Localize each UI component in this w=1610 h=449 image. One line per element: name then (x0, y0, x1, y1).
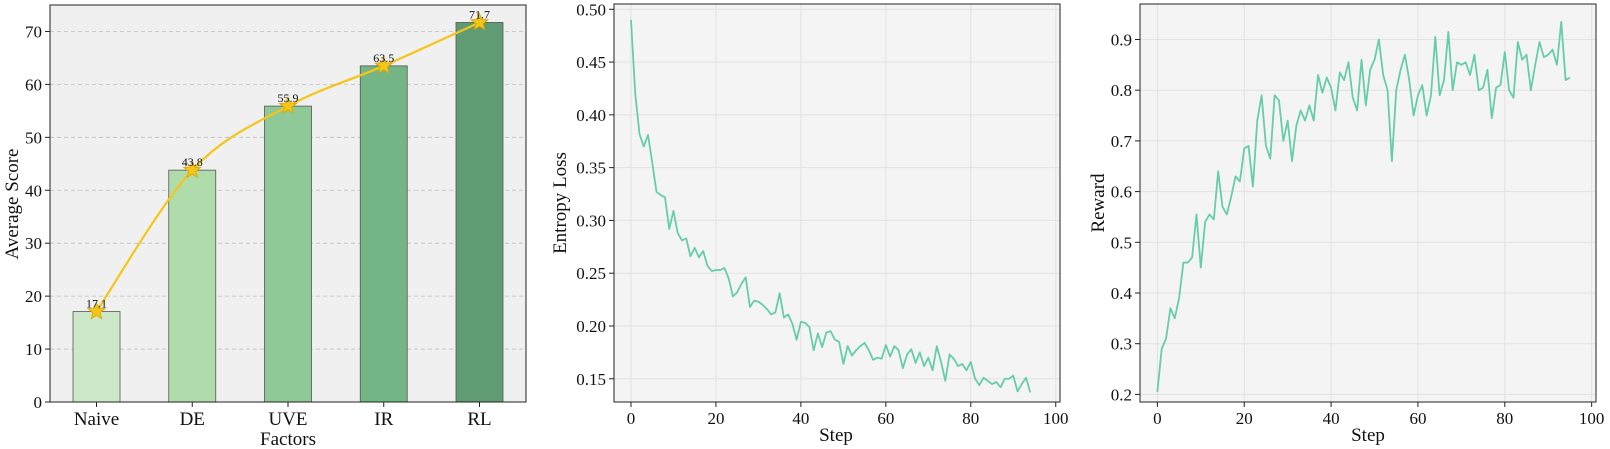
bar-chart-y-tick-label: 40 (25, 181, 42, 200)
entropy-loss-plot-area (613, 3, 1061, 403)
bar-data-label: 17.1 (86, 296, 107, 310)
trend-line (95, 21, 480, 313)
bar-chart-category-label: UVE (268, 409, 307, 430)
star-marker (374, 55, 394, 75)
bar-data-label: 71.7 (469, 7, 490, 21)
bar-chart-y-tick-label: 50 (25, 128, 42, 147)
reward-x-axis-label: Step (1351, 425, 1385, 446)
entropy-loss-frame (613, 3, 1061, 403)
reward-y-tick-label: 0.4 (1111, 284, 1133, 303)
bar-chart-category-label: DE (180, 409, 205, 430)
bar-chart-category-label: RL (467, 409, 491, 430)
bar-chart-y-axis-label: Average Score (2, 149, 23, 260)
bar-data-label: 55.9 (278, 91, 299, 105)
bar (359, 65, 408, 403)
reward-y-tick-label: 0.5 (1111, 233, 1132, 252)
entropy-loss-x-axis-label: Step (819, 425, 853, 446)
reward-y-tick-label: 0.3 (1111, 335, 1132, 354)
bar-chart-y-tick-label: 70 (25, 22, 42, 41)
entropy-loss-y-tick-label: 0.30 (576, 211, 606, 230)
star-marker (182, 160, 202, 179)
star-marker (469, 12, 490, 31)
bar-chart-category-label: IR (374, 409, 393, 430)
reward-series-line (1156, 20, 1571, 392)
bar (168, 169, 217, 403)
reward-y-tick-label: 0.7 (1111, 132, 1133, 151)
bar-chart-y-tick-label: 30 (25, 234, 42, 253)
reward-x-tick-label: 20 (1236, 409, 1253, 428)
reward-y-tick-label: 0.9 (1111, 30, 1132, 49)
entropy-loss-y-tick-label: 0.35 (576, 159, 606, 178)
bar-chart-frame (49, 4, 527, 403)
entropy-loss-y-tick-label: 0.40 (576, 106, 606, 125)
entropy-loss-y-tick-label: 0.45 (576, 53, 606, 72)
bar-chart-category-label: Naive (74, 409, 119, 430)
reward-x-tick-label: 100 (1579, 409, 1605, 428)
reward-x-tick-label: 0 (1153, 409, 1162, 428)
bar-chart-y-tick-label: 10 (25, 340, 42, 359)
reward-x-tick-label: 60 (1409, 409, 1426, 428)
entropy-loss-y-axis-label: Entropy Loss (550, 152, 571, 254)
reward-y-tick-label: 0.2 (1111, 385, 1132, 404)
entropy-loss-panel: Entropy Loss Step 0 20 40 60 80 100 0.15 0.20 0.… (550, 0, 1069, 446)
bar (264, 105, 312, 403)
entropy-loss-x-tick-label: 40 (792, 409, 809, 428)
entropy-loss-series-line (630, 19, 1032, 393)
bar-chart-y-tick-label: 60 (25, 75, 42, 94)
entropy-loss-y-tick-label: 0.25 (576, 264, 606, 283)
entropy-loss-x-tick-label: 60 (877, 409, 894, 428)
reward-panel: Reward Step 0 20 40 60 80 100 0.2 0.3 0.4 0.5 0.6 0… (1088, 3, 1605, 446)
entropy-loss-y-tick-label: 0.50 (576, 0, 606, 19)
reward-frame (1139, 3, 1597, 403)
bar-chart-y-tick-label: 0 (34, 393, 43, 412)
reward-y-tick-label: 0.8 (1111, 81, 1132, 100)
entropy-loss-y-tick-label: 0.20 (576, 317, 606, 336)
reward-x-tick-label: 40 (1323, 409, 1340, 428)
entropy-loss-x-tick-label: 20 (707, 409, 724, 428)
reward-x-tick-label: 80 (1496, 409, 1513, 428)
reward-y-axis-label: Reward (1088, 173, 1109, 233)
bar (72, 311, 121, 403)
star-marker (278, 95, 298, 115)
bar-data-label: 43.8 (182, 155, 203, 169)
entropy-loss-y-tick-label: 0.15 (576, 370, 606, 389)
bar-chart-y-tick-label: 20 (25, 287, 42, 306)
reward-y-tick-label: 0.6 (1111, 183, 1132, 202)
entropy-loss-x-tick-label: 0 (627, 409, 636, 428)
star-marker (86, 301, 107, 320)
entropy-loss-x-tick-label: 100 (1043, 409, 1069, 428)
entropy-loss-x-tick-label: 80 (962, 409, 979, 428)
bar-chart-x-axis-label: Factors (260, 429, 316, 449)
bar-chart-panel: Average Score Factors 0 10 20 30 40 50 60 70 Nai… (2, 4, 527, 449)
bar-data-label: 63.5 (373, 51, 394, 65)
bar (455, 22, 504, 403)
